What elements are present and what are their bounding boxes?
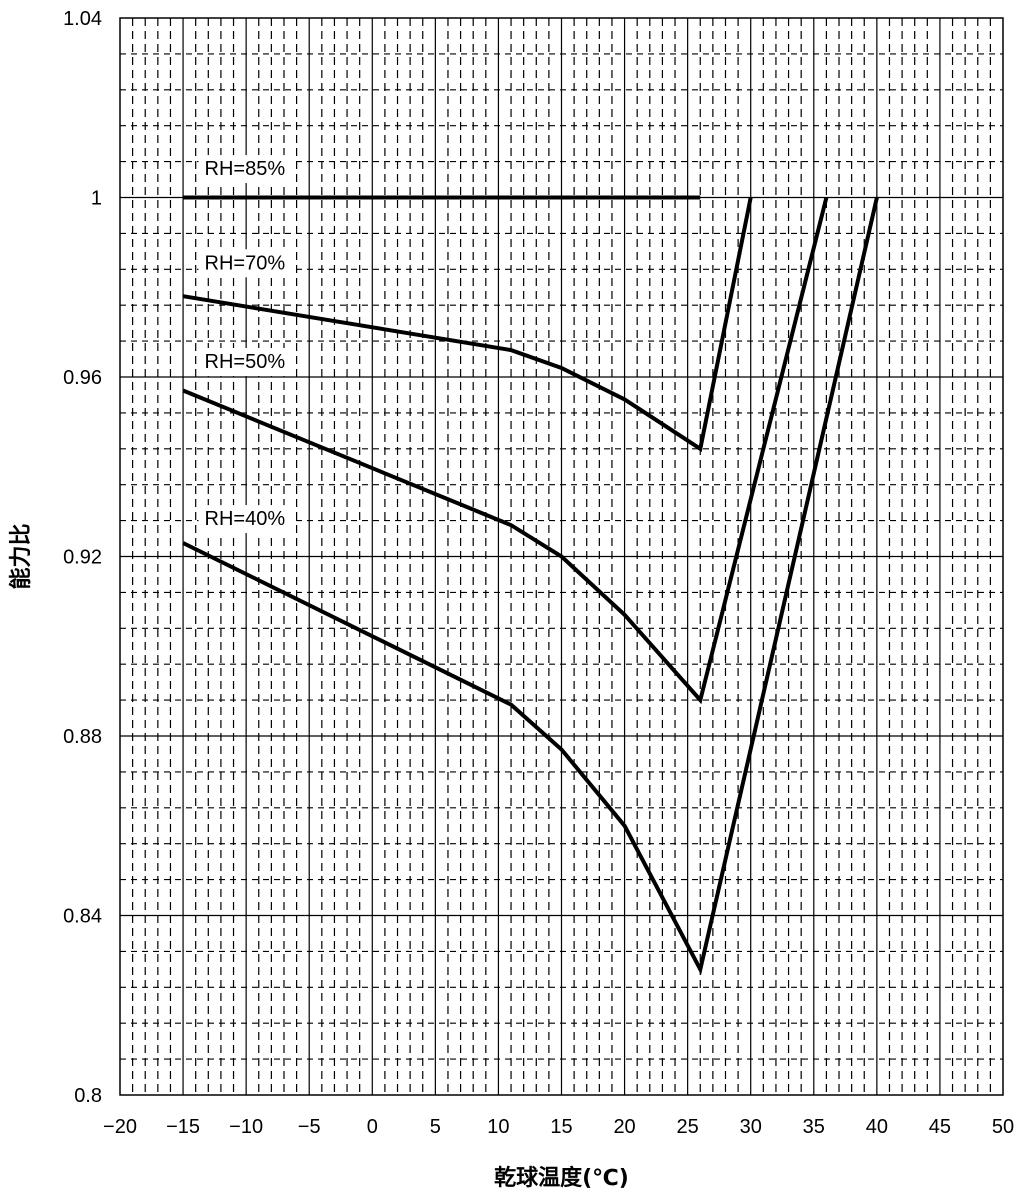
x-tick-label: 30 [740, 1116, 762, 1138]
series-line-2 [182, 197, 753, 453]
x-tick-label: 0 [367, 1116, 378, 1138]
x-tick-label: 20 [613, 1116, 635, 1138]
x-tick-label: 35 [803, 1116, 825, 1138]
x-tick-label: 5 [430, 1116, 441, 1138]
plot-frame [119, 17, 1004, 1096]
x-tick-label: 45 [929, 1116, 951, 1138]
annotation-label-4: RH=40% [205, 508, 286, 530]
annotation-label-1: RH=85% [205, 158, 286, 180]
x-tick-label: −5 [298, 1116, 321, 1138]
x-tick-label: −10 [229, 1116, 263, 1138]
x-tick-label: 10 [487, 1116, 509, 1138]
y-tick-label: 1 [91, 188, 102, 210]
x-tick-label: 15 [550, 1116, 572, 1138]
y-tick-label: 0.8 [74, 1085, 102, 1107]
y-tick-label: 0.88 [63, 726, 102, 748]
y-tick-label: 0.96 [63, 367, 102, 389]
x-tick-label: −15 [166, 1116, 200, 1138]
y-axis-title: 能力比 [8, 523, 34, 589]
y-tick-label: 1.04 [63, 8, 102, 30]
x-tick-label: 40 [866, 1116, 888, 1138]
series-layer [182, 195, 879, 976]
annotation-background [198, 348, 292, 377]
annotation-background [198, 155, 292, 184]
annotation-label-3: RH=50% [205, 351, 286, 373]
series-line-4 [182, 197, 879, 976]
x-axis-title: 乾球温度(℃) [494, 1165, 629, 1191]
x-tick-label: 25 [677, 1116, 699, 1138]
y-tick-label: 0.84 [63, 906, 102, 928]
annotation-layer: RH=85% RH=70% RH=50% RH=40% [198, 155, 292, 534]
y-tick-labels: 0.8 0.84 0.88 0.92 0.96 1 1.04 [63, 8, 102, 1107]
series-line-3 [182, 197, 829, 705]
x-tick-label: −20 [103, 1116, 137, 1138]
annotation-background [198, 249, 292, 278]
annotation-label-2: RH=70% [205, 252, 286, 274]
x-tick-labels: −20 −15 −10 −5 0 5 10 15 20 25 30 35 40 45 50 [103, 1116, 1014, 1138]
x-tick-label: 50 [992, 1116, 1014, 1138]
annotation-background [198, 505, 292, 534]
y-tick-label: 0.92 [63, 547, 102, 569]
